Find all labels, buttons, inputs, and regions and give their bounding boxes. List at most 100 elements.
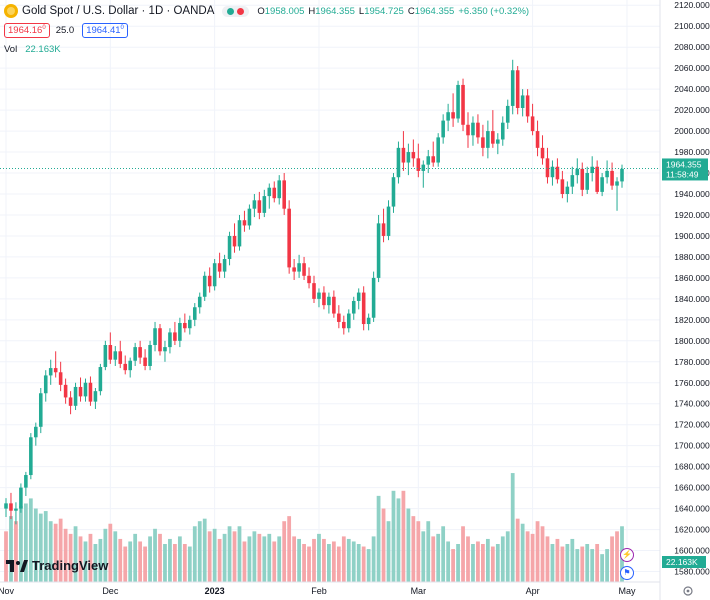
price-tick-label: 1620.000 — [674, 525, 710, 535]
volume-bar — [520, 523, 525, 582]
volume-bar — [192, 526, 197, 582]
candle-body — [322, 292, 326, 306]
lightning-icon[interactable]: ⚡ — [620, 548, 634, 562]
candle-body — [63, 384, 68, 398]
candle-body — [426, 156, 431, 165]
candle-body — [73, 386, 78, 406]
price-tick-label: 1640.000 — [674, 504, 710, 514]
price-tick-label: 1680.000 — [674, 462, 710, 472]
candle-body — [9, 503, 13, 511]
ask-button[interactable]: 1964.410 — [82, 23, 128, 39]
price-tick-label: 2080.000 — [674, 42, 710, 52]
candle-body — [565, 186, 570, 194]
candle-body — [252, 200, 257, 209]
candle-body — [188, 319, 192, 329]
volume-bar — [525, 531, 530, 582]
price-tick-label: 1900.000 — [674, 231, 710, 241]
volume-bar — [103, 528, 108, 582]
volume-bar — [9, 516, 13, 582]
price-tick-label: 1840.000 — [674, 294, 710, 304]
candle-body — [212, 263, 217, 287]
price-tick-label: 1920.000 — [674, 210, 710, 220]
volume-bar — [292, 536, 297, 582]
volume-legend[interactable]: Vol 22.163K — [4, 44, 61, 55]
time-axis[interactable]: NovDec2023FebMarAprMayJun26 — [0, 586, 710, 596]
volume-bar — [595, 544, 600, 582]
candle-body — [143, 357, 147, 366]
volume-bar — [560, 546, 565, 582]
candle-body — [103, 345, 108, 368]
time-tick-label: Feb — [311, 586, 327, 596]
tradingview-logo-icon — [6, 559, 28, 572]
volume-bar — [610, 536, 614, 582]
candle-body — [302, 263, 306, 276]
candle-body — [257, 200, 262, 213]
candle-body — [515, 70, 520, 109]
volume-bar — [550, 544, 555, 582]
settings-gear-icon[interactable] — [683, 586, 693, 596]
volume-bar — [401, 490, 406, 582]
volume-bar — [575, 549, 580, 582]
flag-icon[interactable]: ⚑ — [620, 566, 634, 580]
candle-body — [113, 351, 118, 360]
volume-bar — [322, 538, 326, 582]
price-tick-label: 2100.000 — [674, 21, 710, 31]
volume-bar — [476, 541, 480, 582]
volume-bar — [307, 546, 311, 582]
market-status-indicator[interactable] — [222, 5, 250, 17]
candle-body — [153, 328, 157, 346]
volume-bar — [585, 544, 590, 582]
volume-bar — [441, 526, 446, 582]
volume-bar — [158, 533, 162, 582]
volume-bar — [287, 516, 292, 582]
volume-bar — [565, 544, 570, 582]
volume-bar — [207, 531, 212, 582]
volume-bar — [197, 521, 202, 582]
ask-sup: 0 — [120, 25, 124, 31]
price-tick-label: 1600.000 — [674, 546, 710, 556]
volume-bar — [93, 544, 98, 582]
candle-body — [610, 170, 614, 186]
volume-bar — [381, 508, 386, 582]
candle-body — [600, 177, 604, 192]
price-tick-label: 1720.000 — [674, 420, 710, 430]
volume-bar — [371, 536, 376, 582]
symbol-title[interactable]: Gold Spot / U.S. Dollar · 1D · OANDA — [22, 5, 215, 17]
volume-label: Vol — [4, 44, 18, 55]
candle-body — [327, 296, 331, 306]
volume-bar — [14, 521, 18, 582]
candle-body — [262, 196, 267, 213]
candle-body — [292, 267, 296, 272]
volume-bar — [202, 518, 207, 582]
volume-bar — [217, 538, 222, 582]
candle-body — [550, 166, 555, 178]
candle-body — [396, 147, 401, 178]
market-open-dot-icon — [227, 7, 235, 15]
candle-body — [282, 180, 286, 209]
volume-bar — [530, 533, 535, 582]
volume-bar — [232, 531, 237, 582]
candle-body — [580, 168, 585, 190]
volume-bar — [133, 533, 138, 582]
candle-body — [505, 105, 510, 123]
volume-bar — [490, 546, 495, 582]
candle-body — [436, 137, 440, 163]
volume-bar — [272, 541, 277, 582]
candle-body — [451, 112, 455, 119]
tradingview-logo[interactable]: TradingView — [6, 558, 108, 573]
bid-button[interactable]: 1964.160 — [4, 23, 50, 39]
price-tick-label: 1800.000 — [674, 336, 710, 346]
candlestick-series — [4, 59, 624, 525]
candle-body — [168, 332, 172, 348]
price-tick-label: 2040.000 — [674, 84, 710, 94]
volume-bar — [38, 513, 43, 582]
market-closed-dot-icon — [237, 7, 245, 15]
volume-bar — [28, 498, 33, 582]
volume-bar — [88, 533, 93, 582]
volume-bar — [346, 538, 351, 582]
volume-bar — [148, 536, 152, 582]
candle-body — [34, 426, 38, 438]
candle-body — [123, 363, 128, 371]
